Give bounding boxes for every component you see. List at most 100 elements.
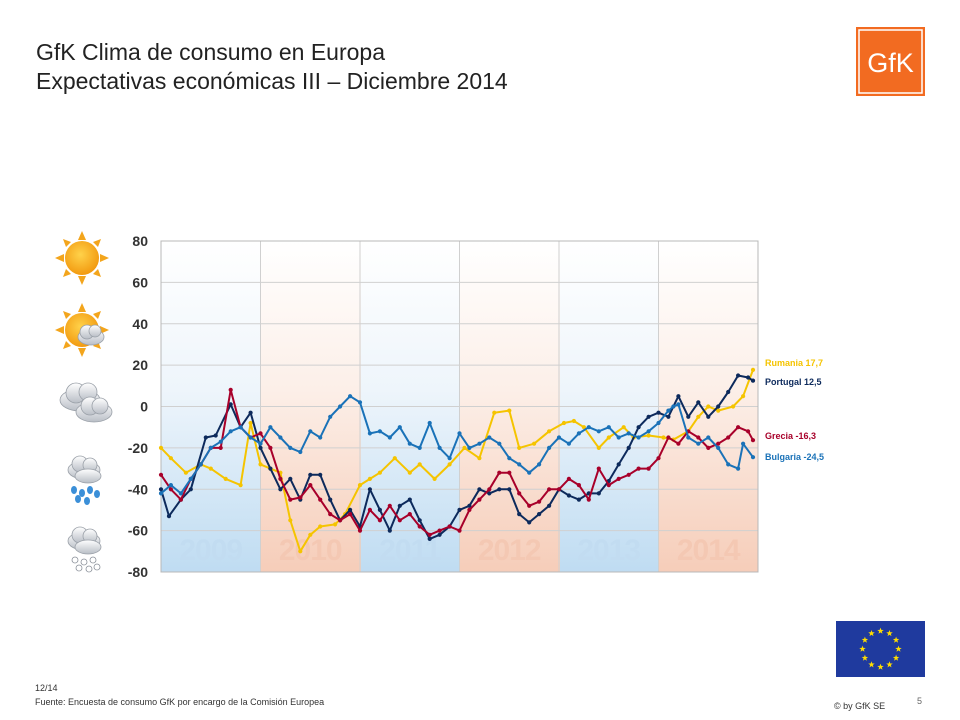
gfk-logo: GfK bbox=[856, 27, 925, 96]
point-grecia-57 bbox=[726, 435, 731, 440]
point-rumania-29 bbox=[517, 445, 522, 450]
point-rumania-37 bbox=[621, 425, 626, 430]
point-portugal-4 bbox=[203, 435, 208, 440]
y-tick-80: 80 bbox=[132, 233, 148, 249]
point-grecia-6 bbox=[218, 445, 223, 450]
point-bulgaria-32 bbox=[477, 441, 482, 446]
point-portugal-40 bbox=[566, 493, 572, 498]
point-grecia-0 bbox=[158, 472, 164, 477]
point-grecia-46 bbox=[616, 476, 621, 481]
point-bulgaria-60 bbox=[741, 441, 746, 446]
point-grecia-18 bbox=[338, 518, 343, 523]
point-rumania-14 bbox=[318, 524, 323, 529]
eu-star-7 bbox=[868, 661, 875, 668]
point-bulgaria-8 bbox=[238, 425, 243, 430]
point-rumania-1 bbox=[168, 456, 173, 461]
point-rumania-2 bbox=[183, 470, 188, 475]
point-bulgaria-37 bbox=[527, 470, 532, 475]
point-bulgaria-43 bbox=[586, 425, 591, 430]
footer-source: Fuente: Encuesta de consumo GfK por enca… bbox=[35, 697, 325, 707]
point-bulgaria-9 bbox=[248, 435, 253, 440]
point-grecia-1 bbox=[168, 487, 173, 492]
point-portugal-32 bbox=[487, 491, 492, 496]
year-label-2014: 2014 bbox=[677, 534, 741, 567]
point-rumania-26 bbox=[477, 456, 482, 461]
point-bulgaria-29 bbox=[447, 456, 452, 461]
point-portugal-15 bbox=[318, 472, 323, 477]
point-grecia-16 bbox=[318, 497, 323, 502]
point-grecia-32 bbox=[477, 497, 482, 502]
point-grecia-36 bbox=[517, 491, 522, 496]
point-portugal-51 bbox=[676, 394, 681, 399]
point-rumania-35 bbox=[596, 445, 601, 450]
point-bulgaria-26 bbox=[417, 445, 422, 450]
point-grecia-54 bbox=[696, 435, 701, 440]
y-tick--80: -80 bbox=[128, 564, 148, 580]
y-tick-40: 40 bbox=[132, 316, 148, 332]
point-rumania-15 bbox=[333, 522, 338, 527]
point-bulgaria-40 bbox=[556, 435, 562, 440]
point-bulgaria-59 bbox=[736, 466, 741, 471]
point-rumania-45 bbox=[716, 408, 721, 413]
point-portugal-43 bbox=[596, 491, 601, 496]
point-portugal-34 bbox=[507, 487, 512, 492]
point-rumania-23 bbox=[432, 476, 437, 481]
point-grecia-26 bbox=[417, 524, 422, 529]
point-bulgaria-34 bbox=[497, 441, 502, 446]
point-portugal-52 bbox=[686, 414, 691, 419]
point-grecia-2 bbox=[178, 497, 183, 502]
point-grecia-42 bbox=[576, 483, 582, 488]
point-grecia-59 bbox=[746, 429, 751, 434]
point-grecia-34 bbox=[497, 470, 502, 475]
point-rumania-11 bbox=[288, 518, 293, 523]
point-bulgaria-11 bbox=[268, 425, 273, 430]
point-grecia-60 bbox=[750, 438, 756, 443]
point-rumania-25 bbox=[462, 445, 467, 450]
point-bulgaria-48 bbox=[636, 435, 641, 440]
point-grecia-29 bbox=[447, 524, 452, 529]
point-grecia-23 bbox=[387, 503, 392, 508]
eu-flag bbox=[836, 621, 925, 677]
point-portugal-25 bbox=[417, 518, 422, 523]
point-bulgaria-2 bbox=[178, 491, 183, 496]
point-bulgaria-5 bbox=[208, 445, 213, 450]
point-grecia-56 bbox=[716, 441, 721, 446]
point-portugal-50 bbox=[666, 414, 671, 419]
point-portugal-53 bbox=[696, 400, 701, 405]
point-bulgaria-33 bbox=[487, 435, 492, 440]
point-portugal-48 bbox=[646, 414, 651, 419]
end-label-portugal: Portugal 12,5 bbox=[765, 377, 822, 387]
sun-icon bbox=[55, 231, 109, 285]
point-bulgaria-12 bbox=[278, 435, 283, 440]
point-grecia-37 bbox=[527, 503, 532, 508]
y-tick--40: -40 bbox=[128, 481, 148, 497]
point-bulgaria-30 bbox=[457, 431, 462, 436]
point-grecia-51 bbox=[666, 435, 671, 440]
point-grecia-35 bbox=[507, 470, 512, 475]
point-bulgaria-57 bbox=[716, 445, 721, 450]
eu-star-8 bbox=[861, 654, 869, 661]
point-grecia-19 bbox=[348, 511, 353, 517]
series-layer bbox=[158, 367, 756, 554]
eu-star-0 bbox=[877, 627, 884, 634]
point-grecia-21 bbox=[367, 507, 372, 512]
eu-star-1 bbox=[886, 630, 893, 637]
point-portugal-1 bbox=[166, 514, 172, 519]
point-rumania-17 bbox=[357, 483, 363, 488]
point-rumania-34 bbox=[581, 425, 587, 430]
year-label-2010: 2010 bbox=[279, 534, 342, 567]
point-bulgaria-50 bbox=[656, 420, 661, 426]
point-portugal-45 bbox=[616, 462, 621, 467]
point-rumania-28 bbox=[507, 408, 512, 413]
point-portugal-24 bbox=[407, 497, 412, 502]
point-grecia-15 bbox=[308, 483, 313, 488]
point-portugal-21 bbox=[377, 507, 382, 512]
point-bulgaria-24 bbox=[397, 425, 402, 430]
point-grecia-27 bbox=[427, 532, 432, 537]
cloud-icon bbox=[59, 382, 113, 423]
point-rumania-4 bbox=[208, 466, 213, 471]
point-bulgaria-54 bbox=[686, 435, 691, 440]
y-axis-ticks: 80 60 40 20 0 -20 -40 -60 -80 bbox=[128, 233, 148, 580]
point-bulgaria-39 bbox=[547, 445, 552, 450]
